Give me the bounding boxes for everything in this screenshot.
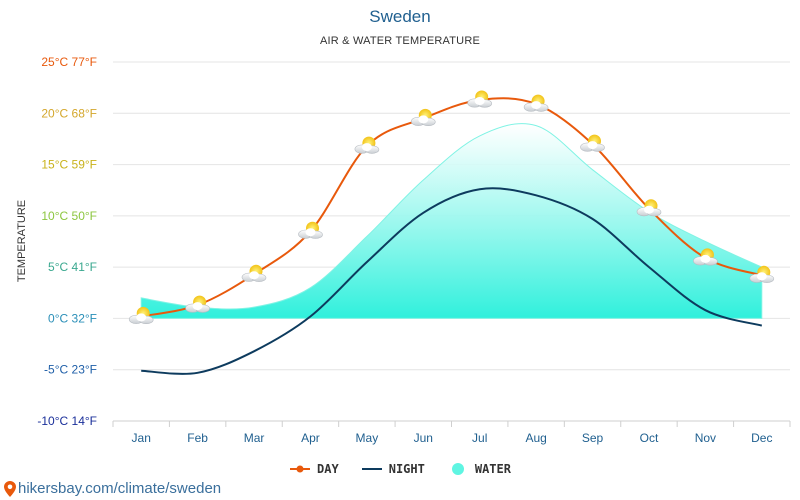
sun-cloud-icon [693,248,718,266]
x-tick-label: Apr [301,431,320,445]
y-tick-label: 5°C 41°F [48,260,97,274]
legend-item-water[interactable]: WATER [447,462,511,476]
sun-cloud-icon [580,134,605,152]
x-tick-label: Nov [695,431,716,445]
x-tick-label: Feb [187,431,208,445]
x-tick-label: Dec [751,431,772,445]
sun-cloud-icon [467,90,493,108]
y-tick-label: 10°C 50°F [41,209,97,223]
chart-legend: DAY NIGHT WATER [0,462,800,476]
sun-cloud-icon [241,264,267,282]
sun-cloud-icon [636,199,662,217]
x-tick-label: Jul [472,431,487,445]
x-tick-label: Sep [582,431,604,445]
sun-cloud-icon [298,221,323,239]
footer-url[interactable]: hikersbay.com/climate/sweden [18,480,222,497]
y-tick-label: 25°C 77°F [41,55,97,69]
y-tick-label: 15°C 59°F [41,158,97,172]
y-tick-label: 0°C 32°F [48,311,97,325]
chart-canvas: 25°C 77°F 20°C 68°F 15°C 59°F 10°C 50°F 5°C … [16,55,791,445]
footer-link[interactable]: hikersbay.com/climate/sweden [4,480,221,497]
x-tick-label: May [356,431,379,445]
x-tick-label: Jan [132,431,151,445]
legend-swatch-night [361,468,382,470]
x-tick-label: Aug [525,431,546,445]
x-tick-label: Mar [244,431,265,445]
legend-swatch-day [290,465,311,473]
sun-cloud-icon [354,136,380,154]
sun-cloud-icon [185,295,210,313]
chart-subtitle: AIR & WATER TEMPERATURE [319,35,481,47]
y-tick-label: 20°C 68°F [41,106,97,120]
sun-cloud-icon [128,306,154,324]
y-axis-label: TEMPERATURE [16,200,28,282]
sun-cloud-icon [410,108,436,127]
x-tick-label: Jun [414,431,433,445]
water-area [140,123,763,319]
night-line [141,187,763,375]
legend-label: NIGHT [388,462,425,476]
x-tick-label: Oct [640,431,659,445]
legend-label: WATER [474,462,511,476]
legend-item-night[interactable]: NIGHT [361,462,425,476]
legend-label: DAY [317,462,339,476]
sun-cloud-icon [523,94,549,112]
y-tick-label: -5°C 23°F [44,363,97,377]
legend-swatch-water [451,463,464,475]
legend-item-day[interactable]: DAY [289,462,339,476]
y-tick-label: -10°C 14°F [37,414,97,428]
location-pin-icon [4,480,16,497]
chart-title: Sweden [369,7,431,26]
sun-cloud-icon [749,265,775,283]
